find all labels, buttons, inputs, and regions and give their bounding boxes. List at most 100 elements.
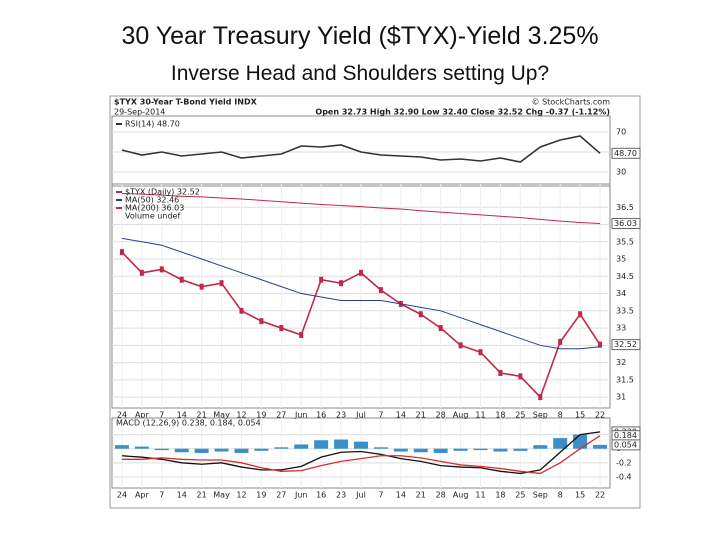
histogram-bar [154,448,169,451]
close-mark [319,276,324,283]
legend: MACD (12,26,9) 0.238, 0.184, 0.054 [116,419,261,428]
y-tick-label: 34 [616,289,626,298]
close-mark [139,269,144,276]
close-mark [458,342,463,349]
close-mark [598,341,603,348]
close-mark [159,266,164,273]
x-tick-label: Jun [294,411,308,420]
legend-entry: RSI(14) 48.70 [125,120,180,129]
legend-swatch [116,207,122,209]
x-tick-label: May [213,411,230,420]
date: 29-Sep-2014 [114,108,165,117]
y-tick-label: -0.4 [616,472,632,481]
series-line [121,192,601,224]
y-tick-label: 31.5 [616,375,634,384]
close-mark [119,249,124,256]
x-tick-label: 16 [316,491,326,500]
histogram-bar [294,444,309,449]
y-tick-label: 31 [616,393,626,402]
x-tick-label: 22 [595,491,605,500]
x-tick-label: Jul [355,491,366,500]
x-tick-label: 21 [416,411,426,420]
histogram-bar [533,445,548,449]
y-tick-label: 30 [616,168,626,177]
x-tick-label: 8 [558,491,563,500]
close-mark [219,280,224,287]
x-tick-label: 21 [197,491,207,500]
close-mark [279,325,284,332]
x-tick-label: 12 [236,411,246,420]
histogram-bar [373,447,388,449]
histogram-bar [274,447,289,449]
end-label-box [611,339,641,351]
histogram-bar [314,440,329,449]
x-tick-label: 14 [396,491,406,500]
histogram-bar [254,448,269,451]
histogram-bar [234,448,249,453]
x-tick-label: Aug [453,411,469,420]
close-mark [518,373,523,380]
y-tick-label: 33.5 [616,306,634,315]
y-tick-label: 32 [616,358,626,367]
legend-note: Volume undef [125,212,180,221]
y-tick-label: 35 [616,255,626,264]
end-label: 0.054 [614,440,637,449]
x-tick-label: 23 [336,411,346,420]
series-line [121,237,601,350]
series-line [121,435,601,475]
histogram-bar [513,448,528,451]
x-tick-label: 8 [558,411,563,420]
x-tick-label: 7 [159,411,164,420]
close-mark [378,287,383,294]
histogram-bar [553,438,568,449]
header-right: © StockCharts.com [532,98,611,107]
y-tick-label: 33 [616,324,626,333]
y-tick-label: -0.2 [616,458,632,467]
x-tick-label: 23 [336,491,346,500]
close-mark [558,338,563,345]
header: $TYX 30-Year T-Bond Yield INDX [114,98,258,107]
legend-swatch [116,123,122,125]
y-tick-label: 70 [616,128,626,137]
histogram-bar [194,448,209,453]
end-label: 36.03 [614,219,637,228]
x-tick-label: 18 [495,491,505,500]
histogram-bar [174,448,189,453]
x-tick-label: Jun [294,491,308,500]
legend-swatch [116,191,122,193]
legend-entry: MA(50) 32.46 [125,196,179,205]
x-tick-label: 21 [416,491,426,500]
histogram-bar [134,446,149,449]
x-tick-label: May [213,491,230,500]
legend-entry: MA(200) 36.03 [125,204,184,213]
end-label: 32.52 [614,340,637,349]
histogram-bar [473,448,488,451]
x-tick-label: 11 [475,491,485,500]
close-mark [578,311,583,318]
histogram-bar [413,448,428,453]
x-tick-label: 15 [575,491,585,500]
close-mark [538,394,543,401]
x-tick-label: 14 [396,411,406,420]
histogram-bar [114,445,129,449]
slide-title: 30 Year Treasury Yield ($TYX)-Yield 3.25… [121,22,599,50]
end-label: 0.184 [614,431,637,440]
x-tick-label: Sep [533,411,548,420]
y-tick-label: 34.5 [616,272,634,281]
x-tick-label: 14 [177,491,187,500]
close-mark [359,269,363,276]
x-tick-label: 14 [177,411,187,420]
y-tick-label: 35.5 [616,237,634,246]
x-tick-label: Sep [533,491,548,500]
x-tick-label: 18 [495,411,505,420]
x-tick-label: Apr [135,411,150,420]
header: Open 32.73 High 32.90 Low 32.40 Close 32… [315,108,610,117]
x-tick-label: 28 [436,411,446,420]
histogram-bar [453,448,468,451]
x-tick-label: 27 [276,491,286,500]
y-tick-label: 36.5 [616,203,634,212]
legend-swatch [116,199,122,201]
close-mark [299,331,304,338]
close-mark [199,283,204,290]
